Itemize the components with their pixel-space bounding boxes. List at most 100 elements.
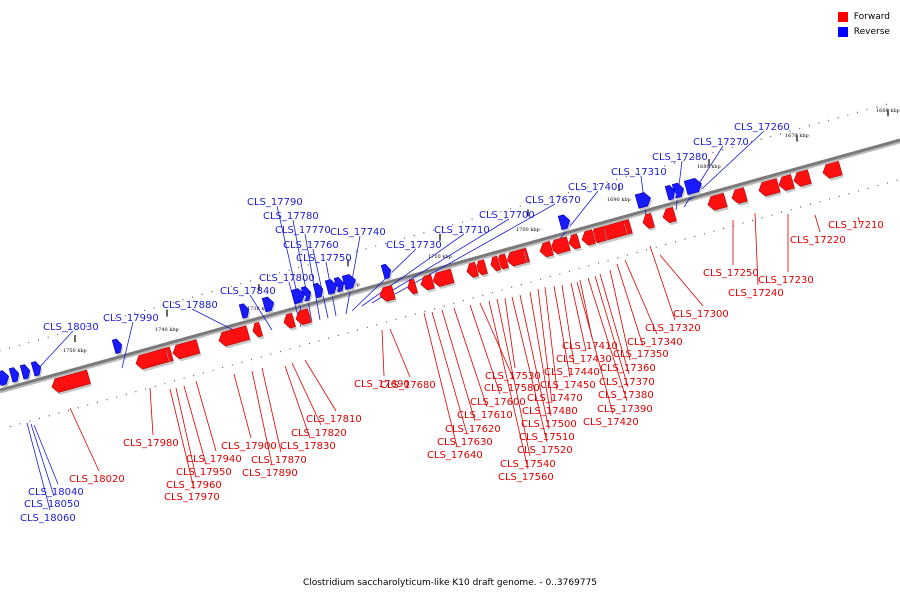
forward-gene-arrow[interactable] — [778, 174, 795, 191]
forward-gene-arrow[interactable] — [731, 187, 748, 204]
gene-label-cls-18030[interactable]: CLS_18030 — [43, 322, 99, 333]
gene-label-cls-17420[interactable]: CLS_17420 — [583, 417, 639, 428]
gene-label-cls-17370[interactable]: CLS_17370 — [599, 377, 655, 388]
gene-label-cls-17990[interactable]: CLS_17990 — [103, 313, 159, 324]
gene-label-cls-17780[interactable]: CLS_17780 — [263, 211, 319, 222]
reverse-gene-arrow[interactable] — [341, 274, 356, 291]
forward-gene-arrow[interactable] — [539, 241, 554, 258]
forward-gene-arrow[interactable] — [407, 278, 418, 295]
gene-label-cls-17340[interactable]: CLS_17340 — [627, 337, 683, 348]
forward-gene-arrow[interactable] — [283, 312, 296, 329]
gene-label-cls-17900[interactable]: CLS_17900 — [221, 441, 277, 452]
reverse-gene-arrow[interactable] — [19, 364, 31, 380]
gene-label-cls-17430[interactable]: CLS_17430 — [556, 354, 612, 365]
forward-gene-arrow[interactable] — [550, 236, 571, 255]
forward-gene-arrow[interactable] — [758, 178, 781, 197]
forward-gene-arrow[interactable] — [475, 259, 488, 276]
forward-gene-arrow[interactable] — [581, 229, 596, 246]
gene-label-cls-17790[interactable]: CLS_17790 — [247, 197, 303, 208]
gene-label-cls-17440[interactable]: CLS_17440 — [544, 367, 600, 378]
reverse-gene-arrow[interactable] — [261, 296, 275, 313]
forward-gene-arrow[interactable] — [172, 339, 201, 360]
reverse-gene-arrow[interactable] — [324, 279, 338, 295]
gene-label-cls-17630[interactable]: CLS_17630 — [437, 437, 493, 448]
gene-label-cls-17520[interactable]: CLS_17520 — [517, 445, 573, 456]
gene-label-cls-17960[interactable]: CLS_17960 — [166, 480, 222, 491]
gene-label-cls-17400[interactable]: CLS_17400 — [568, 182, 624, 193]
forward-gene-arrow[interactable] — [379, 285, 396, 302]
reverse-gene-arrow[interactable] — [290, 288, 305, 305]
gene-label-cls-17740[interactable]: CLS_17740 — [330, 227, 386, 238]
reverse-gene-arrow[interactable] — [557, 214, 571, 231]
gene-label-cls-17690[interactable]: CLS_17690 — [354, 379, 410, 390]
gene-label-cls-17480[interactable]: CLS_17480 — [522, 406, 578, 417]
gene-label-cls-17380[interactable]: CLS_17380 — [598, 390, 654, 401]
gene-label-cls-17870[interactable]: CLS_17870 — [251, 455, 307, 466]
reverse-gene-arrow[interactable] — [30, 361, 42, 377]
gene-label-cls-18040[interactable]: CLS_18040 — [28, 487, 84, 498]
gene-label-cls-17970[interactable]: CLS_17970 — [164, 492, 220, 503]
gene-label-cls-17820[interactable]: CLS_17820 — [291, 428, 347, 439]
reverse-gene-arrow[interactable] — [664, 185, 676, 201]
forward-gene-arrow[interactable] — [707, 192, 728, 211]
gene-label-cls-17940[interactable]: CLS_17940 — [186, 454, 242, 465]
gene-label-cls-17280[interactable]: CLS_17280 — [652, 152, 708, 163]
gene-label-cls-17320[interactable]: CLS_17320 — [645, 323, 701, 334]
gene-label-cls-17360[interactable]: CLS_17360 — [600, 363, 656, 374]
reverse-gene-arrow[interactable] — [0, 370, 10, 386]
forward-gene-arrow[interactable] — [51, 369, 91, 393]
gene-label-cls-17390[interactable]: CLS_17390 — [597, 404, 653, 415]
gene-label-cls-17770[interactable]: CLS_17770 — [275, 225, 331, 236]
gene-label-cls-17250[interactable]: CLS_17250 — [703, 268, 759, 279]
forward-gene-arrow[interactable] — [642, 213, 655, 229]
gene-label-cls-17750[interactable]: CLS_17750 — [296, 253, 352, 264]
gene-label-cls-17450[interactable]: CLS_17450 — [540, 380, 596, 391]
forward-gene-arrow[interactable] — [135, 347, 170, 370]
gene-label-cls-17240[interactable]: CLS_17240 — [728, 288, 784, 299]
gene-label-cls-17510[interactable]: CLS_17510 — [519, 432, 575, 443]
reverse-gene-arrow[interactable] — [380, 263, 392, 280]
gene-label-cls-17300[interactable]: CLS_17300 — [673, 309, 729, 320]
gene-label-cls-18050[interactable]: CLS_18050 — [24, 499, 80, 510]
gene-label-cls-17500[interactable]: CLS_17500 — [521, 419, 577, 430]
reverse-gene-arrow[interactable] — [111, 338, 123, 355]
forward-gene-arrow[interactable] — [490, 255, 501, 272]
reverse-gene-arrow[interactable] — [8, 367, 20, 383]
gene-label-cls-17620[interactable]: CLS_17620 — [445, 424, 501, 435]
gene-label-cls-17270[interactable]: CLS_17270 — [693, 137, 749, 148]
reverse-gene-arrow[interactable] — [312, 282, 324, 299]
gene-label-cls-17610[interactable]: CLS_17610 — [457, 410, 513, 421]
gene-label-cls-17580[interactable]: CLS_17580 — [484, 383, 540, 394]
reverse-gene-arrow[interactable] — [238, 303, 250, 319]
gene-label-cls-17890[interactable]: CLS_17890 — [242, 468, 298, 479]
gene-label-cls-17950[interactable]: CLS_17950 — [176, 467, 232, 478]
reverse-gene-arrow[interactable] — [634, 192, 651, 209]
forward-gene-arrow[interactable] — [420, 274, 435, 291]
forward-gene-arrow[interactable] — [662, 206, 677, 224]
gene-label-cls-17540[interactable]: CLS_17540 — [500, 459, 556, 470]
forward-gene-arrow[interactable] — [432, 268, 455, 287]
forward-gene-arrow[interactable] — [822, 160, 843, 179]
forward-gene-arrow[interactable] — [793, 169, 812, 187]
forward-gene-arrow[interactable] — [466, 261, 479, 278]
gene-label-cls-17230[interactable]: CLS_17230 — [758, 275, 814, 286]
gene-label-cls-17840[interactable]: CLS_17840 — [220, 286, 276, 297]
gene-label-cls-17670[interactable]: CLS_17670 — [525, 195, 581, 206]
gene-label-cls-17310[interactable]: CLS_17310 — [611, 167, 667, 178]
forward-gene-arrow[interactable] — [568, 233, 581, 250]
gene-label-cls-17600[interactable]: CLS_17600 — [470, 397, 526, 408]
gene-label-cls-17350[interactable]: CLS_17350 — [613, 349, 669, 360]
forward-gene-arrow[interactable] — [506, 248, 527, 267]
reverse-gene-arrow[interactable] — [333, 276, 345, 293]
gene-label-cls-17220[interactable]: CLS_17220 — [790, 235, 846, 246]
gene-label-cls-17880[interactable]: CLS_17880 — [162, 300, 218, 311]
reverse-gene-arrow[interactable] — [683, 177, 702, 196]
gene-label-cls-17980[interactable]: CLS_17980 — [123, 438, 179, 449]
gene-label-cls-17470[interactable]: CLS_17470 — [527, 393, 583, 404]
gene-label-cls-17640[interactable]: CLS_17640 — [427, 450, 483, 461]
gene-label-cls-17830[interactable]: CLS_17830 — [280, 441, 336, 452]
forward-gene-arrow[interactable] — [218, 325, 251, 347]
gene-label-cls-17410[interactable]: CLS_17410 — [562, 341, 618, 352]
gene-label-cls-17680[interactable]: CLS_17680 — [380, 380, 436, 391]
gene-label-cls-17730[interactable]: CLS_17730 — [386, 240, 442, 251]
